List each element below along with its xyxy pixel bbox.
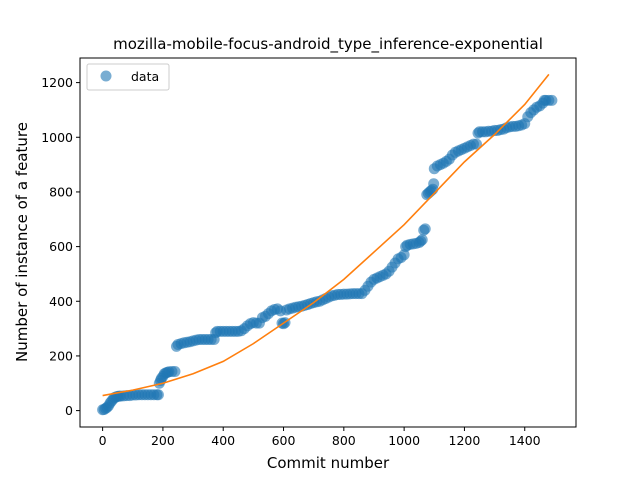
- data-point: [169, 366, 181, 378]
- y-tick-label: 1200: [41, 75, 73, 90]
- x-tick-label: 200: [151, 433, 175, 448]
- y-tick-label: 1000: [41, 130, 73, 145]
- x-tick-label: 800: [332, 433, 356, 448]
- fit-curve: [102, 73, 550, 397]
- x-tick-label: 400: [211, 433, 235, 448]
- y-tick-label: 200: [49, 348, 73, 363]
- x-tick-label: 1000: [388, 433, 420, 448]
- data-marks: [97, 94, 558, 416]
- fit-curve-layer: [102, 73, 550, 397]
- plot-background: [80, 58, 576, 427]
- axes-frame: [79, 57, 577, 428]
- y-tick-label: 0: [65, 403, 73, 418]
- x-tick-label: 0: [99, 433, 107, 448]
- x-tick-label: 1400: [509, 433, 541, 448]
- legend-marker: [100, 70, 112, 82]
- y-axis-label: Number of instance of a feature: [13, 122, 31, 362]
- x-tick-label: 600: [272, 433, 296, 448]
- legend: data: [86, 63, 170, 91]
- data-point: [416, 234, 428, 246]
- plot-area: [79, 57, 577, 428]
- x-axis-label: Commit number: [267, 454, 390, 472]
- data-point: [419, 223, 431, 235]
- legend-label: data: [131, 69, 159, 84]
- data-point: [428, 178, 440, 190]
- y-axis-ticks: 0 200 400 600 800 1000 1200: [41, 75, 80, 418]
- x-axis-ticks: 0 200 400 600 800 1000 1200 1400: [99, 427, 541, 448]
- y-tick-label: 600: [49, 239, 73, 254]
- y-tick-label: 400: [49, 294, 73, 309]
- chart-title: mozilla-mobile-focus-android_type_infere…: [113, 35, 543, 54]
- data-point: [546, 94, 558, 106]
- data-point: [398, 249, 410, 261]
- data-point: [152, 389, 164, 401]
- y-tick-label: 800: [49, 184, 73, 199]
- data-point: [471, 138, 482, 150]
- x-tick-label: 1200: [449, 433, 481, 448]
- legend-box: [86, 63, 170, 91]
